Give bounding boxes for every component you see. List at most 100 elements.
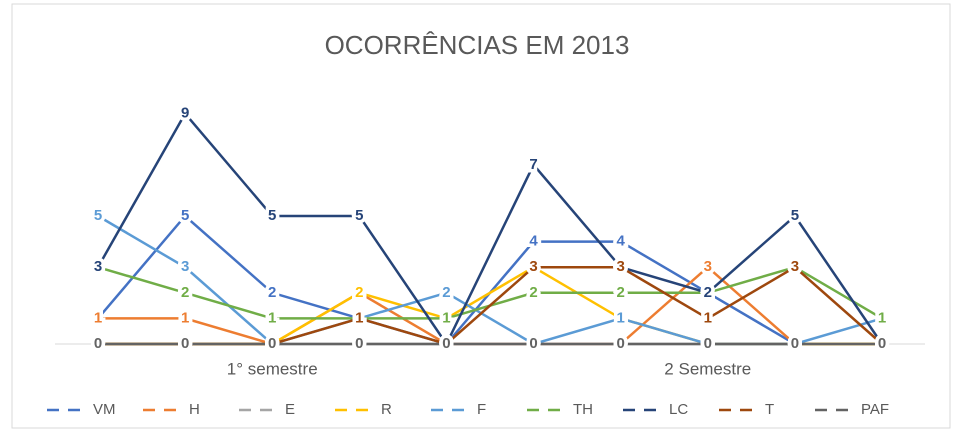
data-label: 0 [442, 335, 450, 352]
data-label: 2 [355, 284, 363, 301]
data-label: 5 [268, 207, 276, 224]
data-label: 3 [791, 258, 799, 275]
data-label: 0 [878, 335, 886, 352]
data-label: 7 [529, 156, 537, 173]
data-label: 0 [878, 335, 886, 352]
data-label: 0 [616, 335, 624, 352]
legend-label: T [765, 401, 774, 418]
data-label: 2 [704, 284, 712, 301]
data-label: 2 [704, 284, 712, 301]
legend-label: LC [669, 401, 688, 418]
legend-label: VM [93, 401, 116, 418]
data-label: 1 [878, 309, 886, 326]
data-label: 0 [616, 335, 624, 352]
data-label: 0 [442, 335, 450, 352]
data-label: 0 [442, 335, 450, 352]
data-label: 0 [268, 335, 276, 352]
data-label: 3 [529, 258, 537, 275]
data-label: 0 [181, 335, 189, 352]
data-label: 0 [94, 335, 102, 352]
data-label: 0 [355, 335, 363, 352]
category-group-label: 2 Semestre [664, 359, 751, 378]
legend-label: R [381, 401, 392, 418]
data-label: 2 [616, 284, 624, 301]
data-label: 0 [355, 335, 363, 352]
data-label: 0 [94, 335, 102, 352]
data-label: 2 [181, 284, 189, 301]
data-label: 0 [878, 335, 886, 352]
data-label: 0 [268, 335, 276, 352]
data-label: 0 [268, 335, 276, 352]
data-label: 0 [442, 335, 450, 352]
data-label: 4 [616, 233, 625, 250]
data-label: 1 [616, 309, 624, 326]
data-label: 3 [181, 258, 189, 275]
chart-title: OCORRÊNCIAS EM 2013 [325, 30, 630, 60]
data-label: 0 [878, 335, 886, 352]
data-label: 2 [442, 284, 450, 301]
chart-frame [11, 3, 951, 429]
data-label: 1 [442, 309, 450, 326]
data-label: 0 [529, 335, 537, 352]
data-label: 0 [181, 335, 189, 352]
data-label: 0 [791, 335, 799, 352]
data-label: 0 [529, 335, 537, 352]
data-label: 0 [616, 335, 624, 352]
data-label: 0 [791, 335, 799, 352]
data-label: 0 [704, 335, 712, 352]
data-label: 0 [791, 335, 799, 352]
legend-label: TH [573, 401, 593, 418]
series-line [96, 111, 884, 347]
data-label: 0 [268, 335, 276, 352]
data-label: 0 [878, 335, 886, 352]
data-label: 1 [878, 309, 886, 326]
data-label: 0 [268, 335, 276, 352]
legend-label: PAF [861, 401, 889, 418]
data-label: 0 [442, 335, 450, 352]
data-label: 1 [355, 309, 363, 326]
data-label: 2 [268, 284, 276, 301]
data-label: 1 [181, 309, 189, 326]
data-label: 2 [529, 284, 537, 301]
data-label: 0 [442, 335, 450, 352]
data-label: 3 [791, 258, 799, 275]
data-label: 0 [268, 335, 276, 352]
data-label: 0 [878, 335, 886, 352]
data-label: 0 [181, 335, 189, 352]
data-label: 1 [94, 309, 102, 326]
legend-label: E [285, 401, 295, 418]
data-label: 9 [181, 105, 189, 122]
data-label: 0 [791, 335, 799, 352]
data-label: 2 [704, 284, 712, 301]
legend-label: F [477, 401, 486, 418]
data-label: 3 [529, 258, 537, 275]
data-label: 0 [94, 335, 102, 352]
data-label: 0 [181, 335, 189, 352]
data-label: 1 [442, 309, 450, 326]
category-group-label: 1° semestre [227, 359, 318, 378]
data-label: 0 [94, 335, 102, 352]
data-label: 4 [529, 233, 538, 250]
data-label: 0 [704, 335, 712, 352]
data-label: 1 [355, 309, 363, 326]
legend-label: H [189, 401, 200, 418]
data-label: 1 [355, 309, 363, 326]
data-label: 0 [704, 335, 712, 352]
data-label: 0 [704, 335, 712, 352]
data-label: 3 [616, 258, 624, 275]
data-label: 1 [355, 309, 363, 326]
data-label: 1 [268, 309, 276, 326]
data-label: 0 [529, 335, 537, 352]
data-label: 5 [181, 207, 189, 224]
data-label: 1 [94, 309, 102, 326]
data-label: 3 [94, 258, 102, 275]
data-label: 5 [94, 207, 102, 224]
data-label: 1 [616, 309, 624, 326]
data-label: 0 [529, 335, 537, 352]
data-label: 5 [355, 207, 363, 224]
data-label: 2 [355, 284, 363, 301]
data-label: 0 [791, 335, 799, 352]
data-label: 0 [791, 335, 799, 352]
